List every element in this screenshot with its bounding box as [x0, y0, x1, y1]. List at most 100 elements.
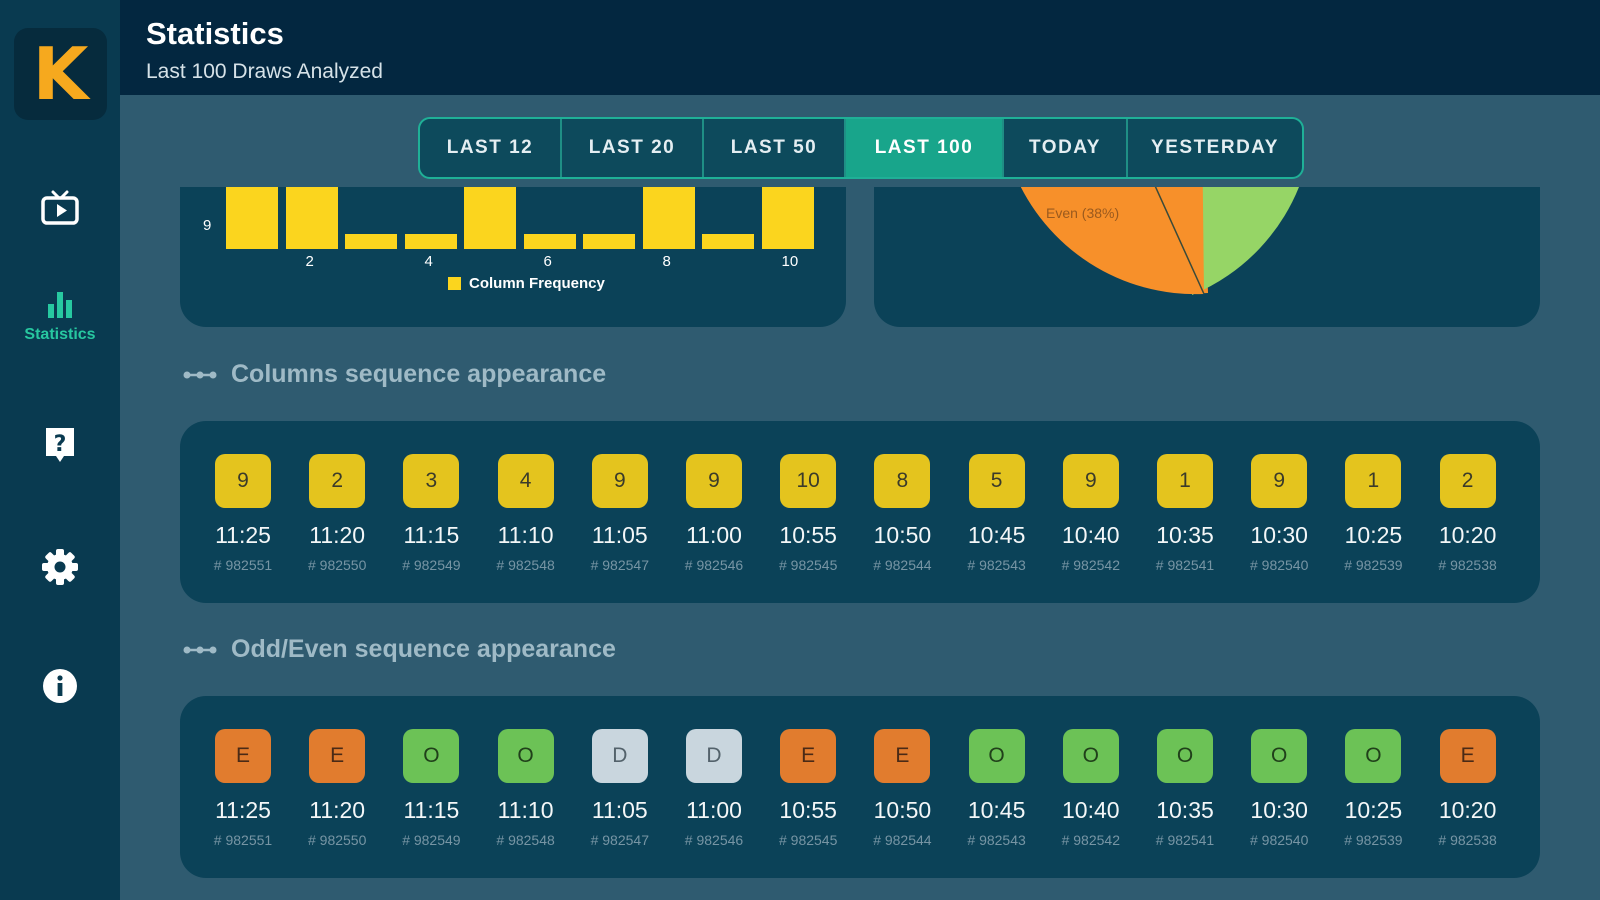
gear-icon	[42, 549, 78, 585]
sequence-tile: 2	[1439, 454, 1496, 508]
sidebar-item-label: Statistics	[24, 326, 96, 343]
draw-number: # 982551	[213, 832, 273, 848]
sequence-tile: 10	[780, 454, 837, 508]
bar-chart-icon	[48, 292, 72, 318]
sidebar-item-info[interactable]	[0, 668, 120, 704]
sequence-tile: D	[686, 729, 742, 783]
draw-time: 10:20	[1438, 797, 1497, 823]
sequence-tile: E	[1439, 729, 1496, 783]
sequence-tile: O	[1062, 729, 1119, 783]
draw-time: 10:45	[967, 522, 1026, 548]
draw-number: # 982549	[402, 832, 461, 848]
draw-time: 11:10	[497, 797, 554, 823]
draw-time: 11:20	[309, 522, 366, 548]
draw-time: 10:40	[1062, 522, 1120, 548]
bar-column-2	[285, 187, 338, 249]
draw-number: # 982548	[496, 557, 555, 573]
draw-number: # 982538	[1438, 557, 1497, 573]
sequence-icon	[183, 371, 217, 378]
draw-time: 10:30	[1250, 522, 1308, 548]
sequence-tile: O	[1345, 729, 1402, 783]
draw-number: # 982540	[1249, 832, 1309, 848]
column-frequency-chart	[180, 187, 846, 327]
sequence-tile: 1	[1345, 454, 1402, 508]
app-logo: K	[14, 28, 107, 120]
bar-column-9	[702, 233, 754, 249]
sidebar: K Statistics ?	[0, 0, 120, 900]
page-header: Statistics Last 100 Draws Analyzed	[120, 0, 1600, 95]
draw-number: # 982547	[590, 557, 649, 573]
sequence-tile: 8	[874, 454, 931, 508]
draw-time: 10:45	[967, 797, 1026, 823]
tab-last-50[interactable]: LAST 50	[704, 119, 846, 177]
oddeven-section-title: Odd/Even sequence appearance	[183, 635, 616, 664]
tab-last-20[interactable]: LAST 20	[562, 119, 704, 177]
sequence-tile: 9	[215, 454, 271, 508]
sequence-tile: 3	[403, 454, 460, 508]
draw-number: # 982543	[967, 832, 1026, 848]
sidebar-item-settings[interactable]	[0, 548, 120, 586]
draw-time: 11:00	[686, 522, 742, 548]
sequence-tile: E	[780, 729, 837, 783]
x-tick-label: 6	[543, 253, 552, 270]
tab-yesterday[interactable]: YESTERDAY	[1151, 137, 1279, 158]
draw-time: 10:30	[1250, 797, 1308, 823]
info-icon	[43, 669, 77, 703]
pie-slice-odd	[1192, 187, 1299, 295]
draw-time: 10:20	[1438, 522, 1497, 548]
sequence-tile: 9	[591, 454, 648, 508]
legend-label: Column Frequency	[469, 275, 605, 292]
sequence-tile: 9	[1062, 454, 1119, 508]
draw-number: # 982541	[1155, 557, 1215, 573]
draw-number: # 982543	[967, 557, 1026, 573]
draw-number: # 982542	[1061, 557, 1120, 573]
draw-time: 11:25	[215, 522, 271, 548]
oddeven-section-label: Odd/Even sequence appearance	[231, 635, 616, 663]
tab-last-100[interactable]: LAST 100	[846, 119, 1004, 177]
draw-time: 11:15	[403, 522, 460, 548]
draw-time: 11:00	[686, 797, 742, 823]
draw-time: 11:25	[215, 797, 271, 823]
legend-swatch	[448, 277, 461, 290]
pie-even-label: Even (38%)	[1046, 205, 1120, 221]
tab-today[interactable]: TODAY	[1004, 119, 1128, 177]
draw-time: 11:10	[497, 522, 554, 548]
draw-time: 10:55	[779, 797, 837, 823]
draw-time: 11:05	[591, 522, 648, 548]
help-icon: ?	[46, 428, 74, 462]
sequence-tile: O	[1251, 729, 1308, 783]
tab-last-12[interactable]: LAST 12	[420, 119, 562, 177]
bar-column-3	[345, 233, 397, 249]
sidebar-item-statistics[interactable]: Statistics	[0, 290, 120, 344]
draw-number: # 982544	[873, 832, 932, 848]
x-tick-label: 8	[662, 253, 671, 270]
sequence-tile: E	[309, 729, 366, 783]
sequence-tile: 2	[309, 454, 366, 508]
bar-column-4	[404, 233, 457, 249]
bar-column-5	[464, 187, 516, 249]
sequence-tile: 5	[968, 454, 1025, 508]
draw-number: # 982551	[213, 557, 273, 573]
sidebar-item-help[interactable]: ?	[0, 425, 120, 465]
pie-slice-even-front	[1020, 187, 1204, 295]
draw-number: # 982542	[1061, 832, 1120, 848]
sequence-tile: O	[403, 729, 460, 783]
columns-section-label: Columns sequence appearance	[231, 360, 607, 388]
column-frequency-card: 9 2 4 6 8 10 Column Frequency	[180, 187, 846, 327]
draw-number: # 982548	[496, 832, 555, 848]
sequence-tile: O	[968, 729, 1025, 783]
draw-number: # 982545	[778, 557, 838, 573]
draw-time: 10:25	[1344, 797, 1403, 823]
period-tabs: LAST 12 LAST 20 LAST 50 LAST 100 TODAY YESTER…	[418, 117, 1304, 179]
sidebar-item-live[interactable]	[0, 190, 120, 226]
draw-number: # 982546	[684, 557, 744, 573]
logo-letter: K	[32, 32, 89, 116]
draw-number: # 982546	[684, 832, 744, 848]
tv-icon	[41, 190, 79, 225]
x-tick-label: 2	[305, 253, 314, 270]
x-tick-label: 10	[781, 253, 799, 270]
page-subtitle: Last 100 Draws Analyzed	[146, 60, 383, 83]
draw-time: 11:20	[309, 797, 366, 823]
odd-even-pie-chart	[1020, 187, 1299, 295]
draw-number: # 982540	[1249, 557, 1309, 573]
